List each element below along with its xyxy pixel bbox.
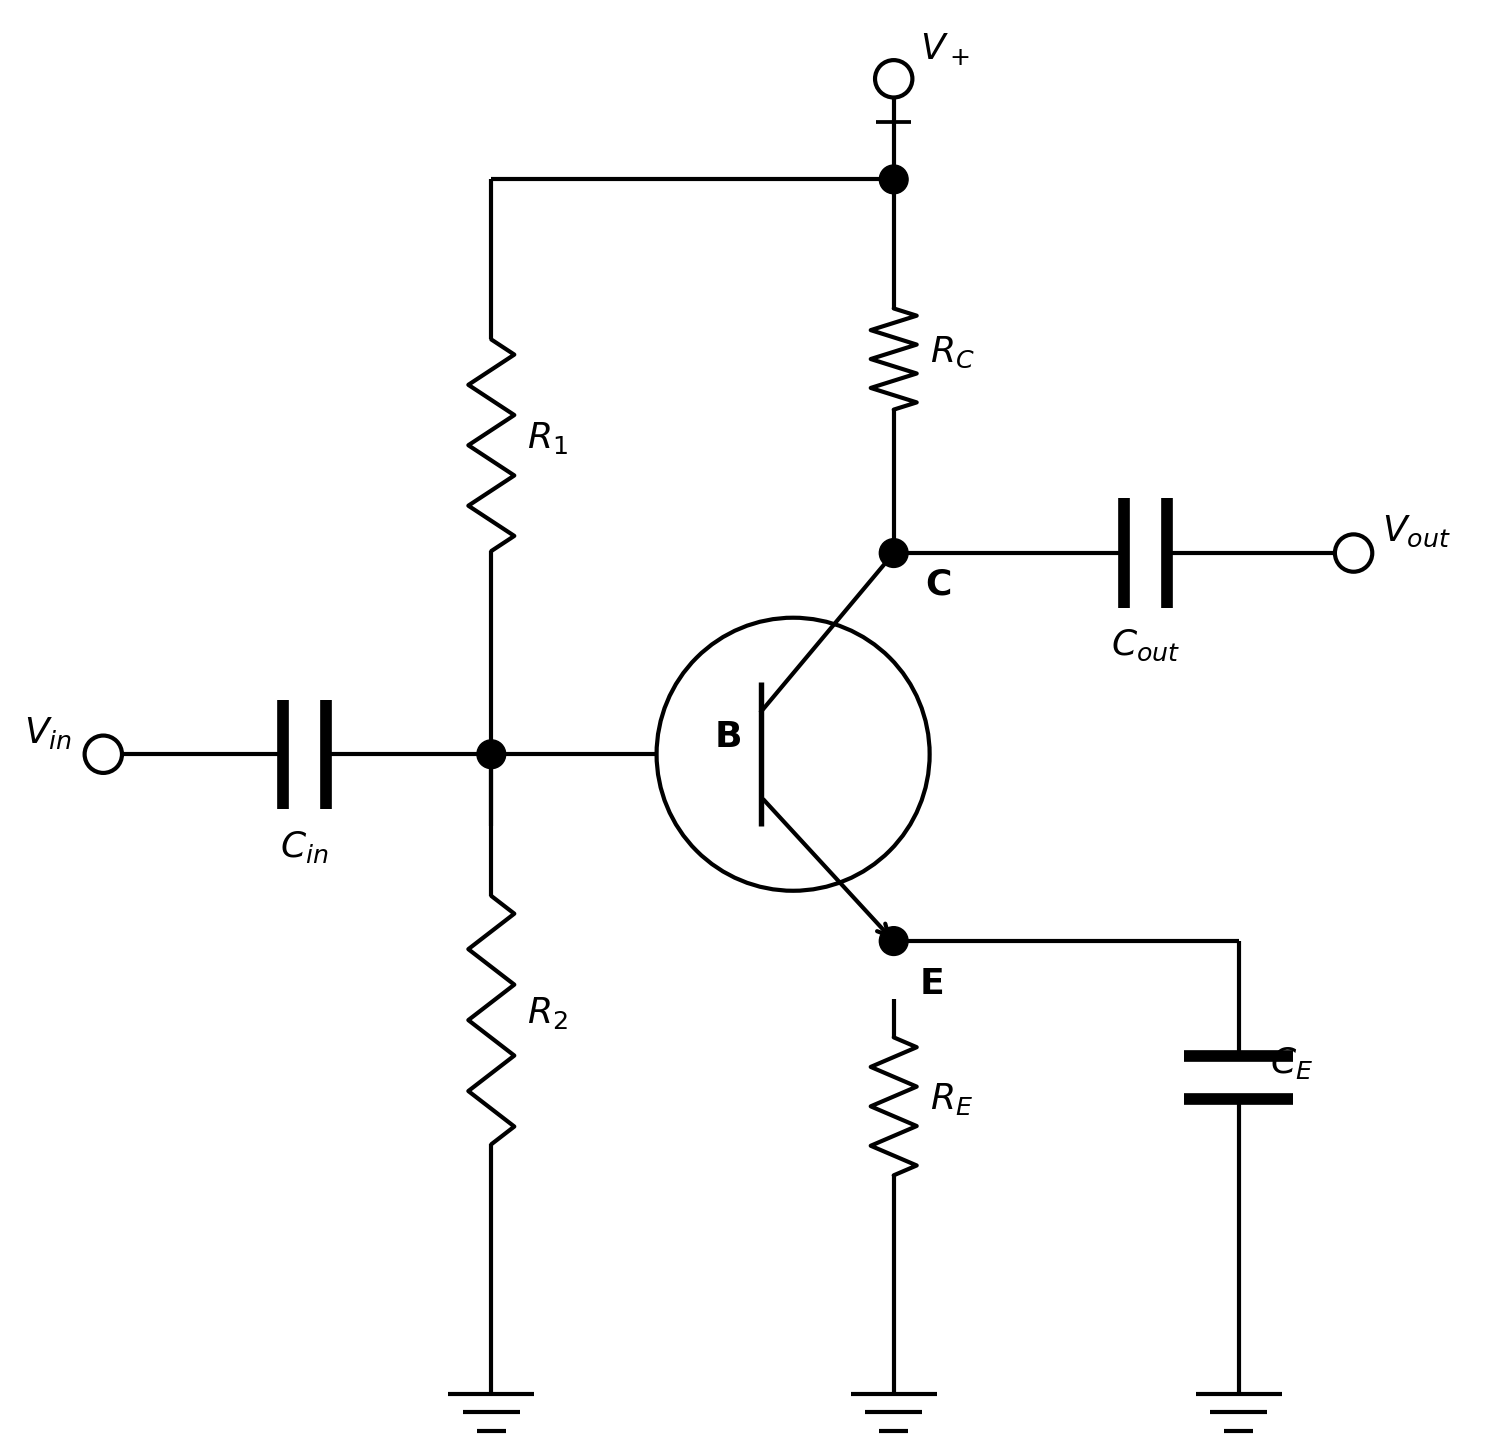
- Text: $R_1$: $R_1$: [526, 421, 568, 456]
- Circle shape: [879, 538, 908, 567]
- Text: $V_+$: $V_+$: [920, 32, 969, 67]
- Text: $V_{out}$: $V_{out}$: [1383, 514, 1450, 548]
- Text: $V_{in}$: $V_{in}$: [24, 715, 72, 750]
- Circle shape: [879, 927, 908, 955]
- Text: $C_{in}$: $C_{in}$: [280, 829, 328, 865]
- Text: $R_E$: $R_E$: [930, 1081, 972, 1117]
- Text: $C_E$: $C_E$: [1270, 1045, 1314, 1081]
- Circle shape: [84, 736, 122, 773]
- Circle shape: [874, 59, 912, 97]
- Text: C: C: [926, 567, 951, 601]
- Text: $R_2$: $R_2$: [526, 995, 568, 1030]
- Text: E: E: [920, 966, 945, 1001]
- Text: $R_C$: $R_C$: [930, 334, 975, 370]
- Circle shape: [879, 165, 908, 194]
- Text: B: B: [714, 720, 742, 755]
- Circle shape: [477, 740, 506, 769]
- Text: $C_{out}$: $C_{out}$: [1110, 628, 1180, 663]
- Circle shape: [1335, 534, 1372, 572]
